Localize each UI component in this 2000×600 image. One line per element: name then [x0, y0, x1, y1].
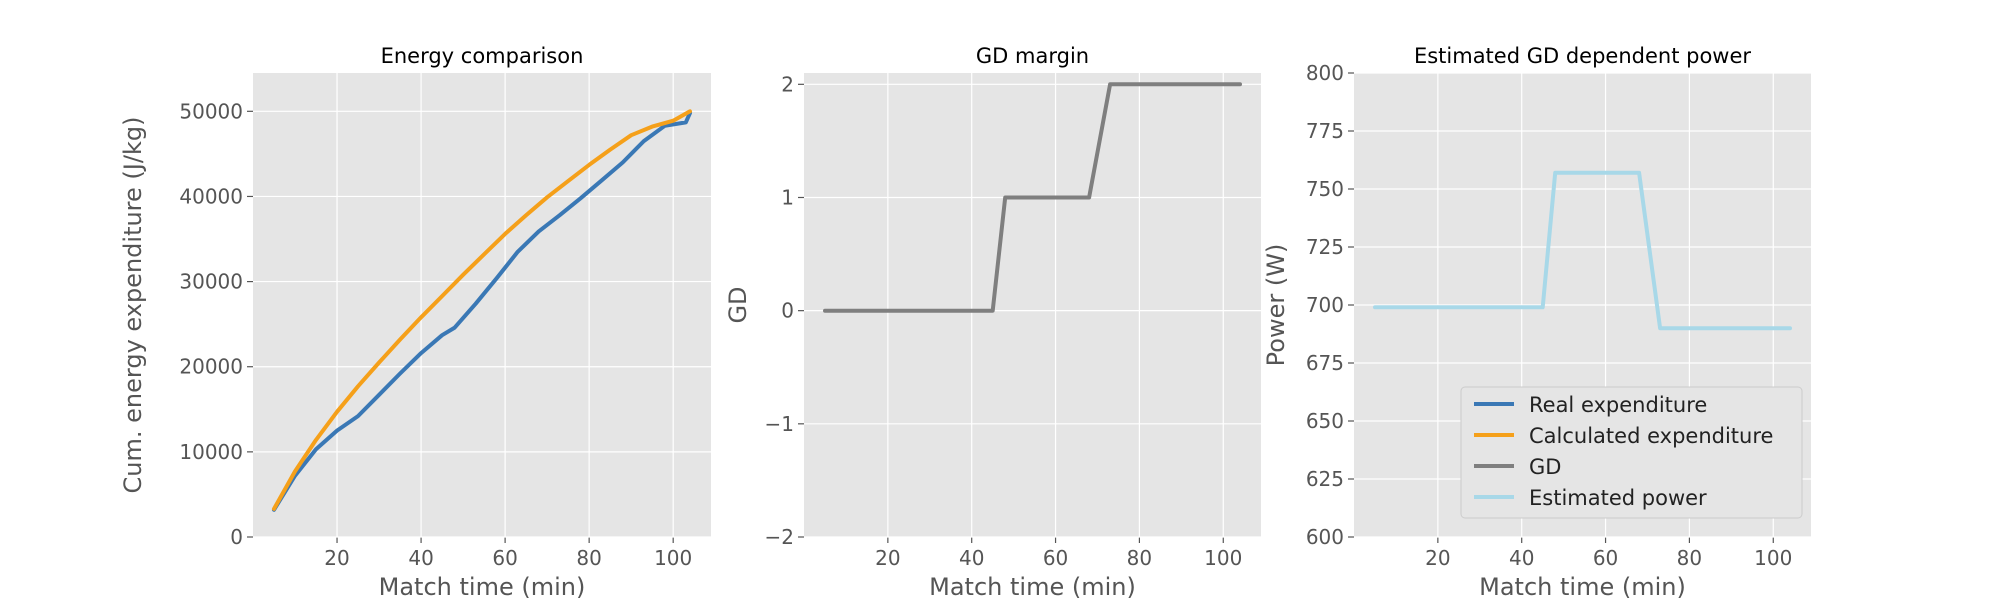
y-tick-label: 20000: [179, 355, 243, 379]
chart-panel-2: 20 40 60 80 100 −2 −1 0 1 2 GD margin Match time (m…: [724, 44, 1261, 600]
series-line-1: [1373, 170, 1792, 331]
legend-entry-label: GD: [1529, 455, 1561, 479]
y-tick-label: 0: [781, 299, 794, 323]
y-tick-label: 725: [1306, 235, 1344, 259]
chart-title: Estimated GD dependent power: [1414, 44, 1751, 68]
legend-box: [1460, 386, 1803, 519]
plot-area: [804, 73, 1261, 537]
x-tick-label: 60: [1043, 546, 1068, 570]
series-line-2: [272, 109, 692, 511]
x-tick-label: 60: [492, 546, 517, 570]
y-axis-label: Cum. energy expenditure (J/kg): [119, 117, 147, 494]
x-tick-label: 40: [959, 546, 984, 570]
y-tick-label: 50000: [179, 99, 243, 123]
x-tick-label: 20: [875, 546, 900, 570]
legend-entry-label: Estimated power: [1529, 486, 1707, 510]
y-tick-label: −2: [765, 525, 794, 549]
y-tick-label: 675: [1306, 351, 1344, 375]
legend-entry-label: Calculated expenditure: [1529, 424, 1773, 448]
y-tick-label: 40000: [179, 184, 243, 208]
y-tick-label: 800: [1306, 61, 1344, 85]
x-axis-label: Match time (min): [1479, 573, 1686, 600]
x-axis-label: Match time (min): [929, 573, 1136, 600]
legend: Real expenditure Calculated expenditure GD…: [1460, 386, 1803, 519]
x-tick-label: 80: [1677, 546, 1702, 570]
y-tick-label: 2: [781, 72, 794, 96]
y-tick-label: 625: [1306, 467, 1344, 491]
chart-title: GD margin: [976, 44, 1089, 68]
y-tick-label: 600: [1306, 525, 1344, 549]
y-tick-label: 30000: [179, 270, 243, 294]
y-tick-label: 10000: [179, 440, 243, 464]
y-tick-label: −1: [765, 412, 794, 436]
x-tick-label: 80: [1127, 546, 1152, 570]
chart-panel-1: 20 40 60 80 100 0 10000 20000 30000 40000 50000 Ene…: [119, 44, 711, 600]
x-tick-label: 60: [1593, 546, 1618, 570]
x-tick-label: 100: [654, 546, 692, 570]
y-tick-label: 650: [1306, 409, 1344, 433]
y-tick-label: 700: [1306, 293, 1344, 317]
x-tick-label: 80: [576, 546, 601, 570]
x-axis-label: Match time (min): [379, 573, 586, 600]
x-tick-label: 40: [408, 546, 433, 570]
x-tick-label: 20: [1425, 546, 1450, 570]
x-tick-label: 100: [1204, 546, 1242, 570]
chart-title: Energy comparison: [381, 44, 584, 68]
y-axis-label: GD: [724, 286, 752, 323]
y-tick-label: 1: [781, 185, 794, 209]
legend-entry-label: Real expenditure: [1529, 393, 1707, 417]
y-tick-label: 0: [230, 525, 243, 549]
x-tick-label: 20: [324, 546, 349, 570]
x-tick-label: 100: [1754, 546, 1792, 570]
series-line-1: [823, 82, 1242, 313]
y-tick-label: 750: [1306, 177, 1344, 201]
x-tick-label: 40: [1509, 546, 1534, 570]
series-line-1: [272, 111, 692, 512]
y-tick-label: 775: [1306, 119, 1344, 143]
y-axis-label: Power (W): [1262, 244, 1290, 367]
